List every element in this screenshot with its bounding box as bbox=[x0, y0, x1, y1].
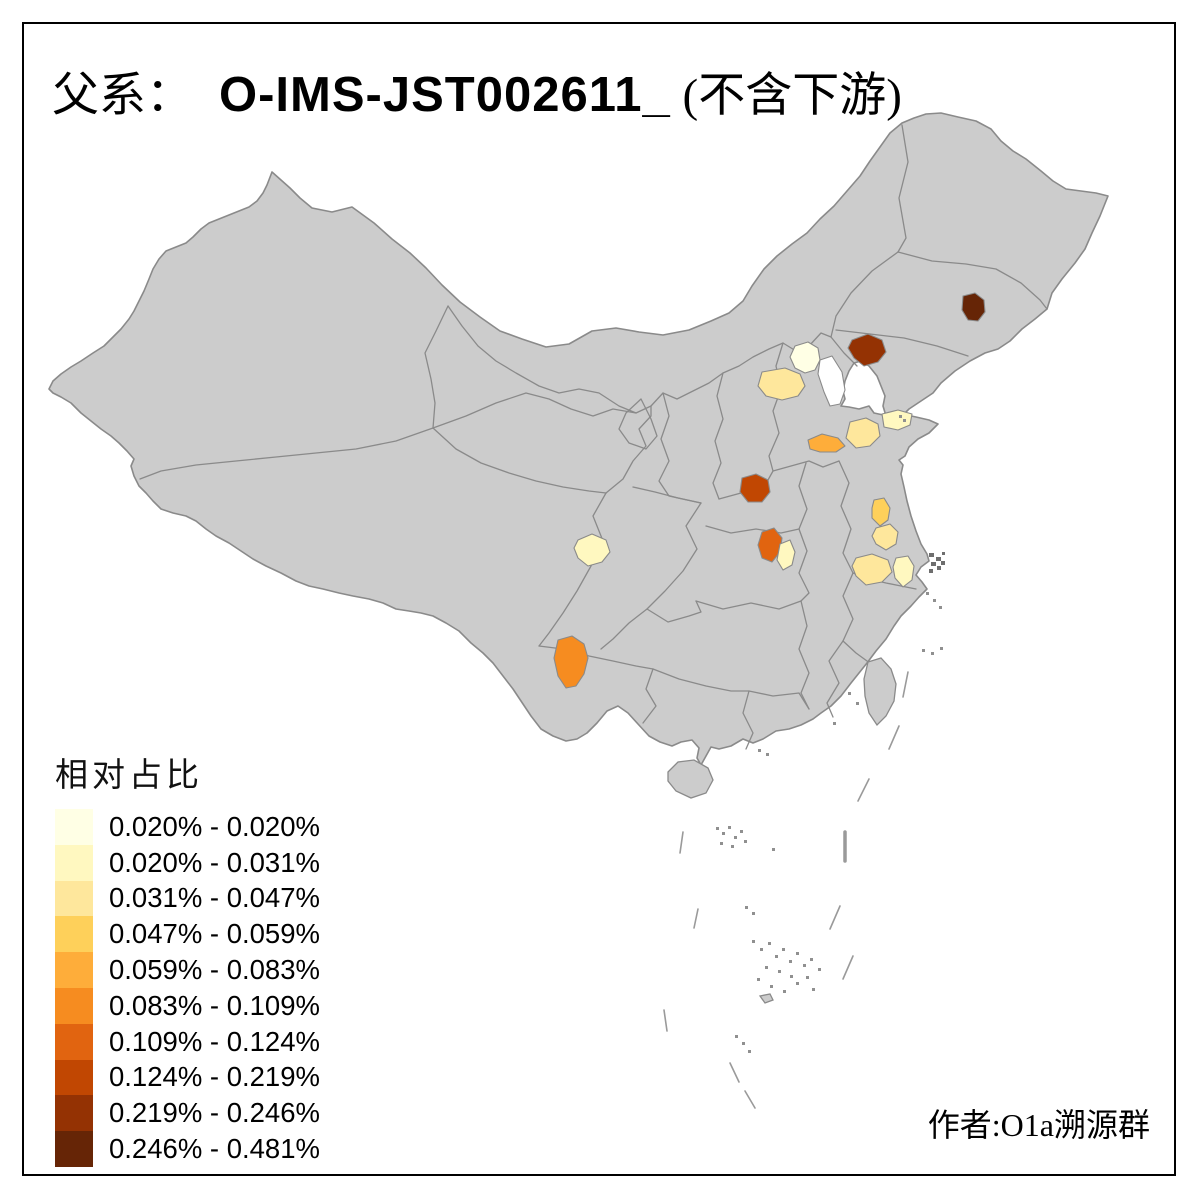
legend-range-label: 0.020% - 0.031% bbox=[109, 846, 320, 878]
legend-row: 0.219% - 0.246% bbox=[55, 1095, 320, 1132]
region-hubei-west bbox=[757, 527, 783, 563]
legend-swatch bbox=[55, 916, 93, 953]
region-sichuan-chengdu bbox=[573, 533, 611, 567]
region-zhejiang-north bbox=[892, 555, 915, 588]
map-legend: 相对占比 0.020% - 0.020% 0.020% - 0.031% 0.031… bbox=[55, 748, 320, 1167]
small-island bbox=[758, 993, 774, 1004]
region-jilin bbox=[961, 292, 986, 322]
legend-range-label: 0.124% - 0.219% bbox=[109, 1061, 320, 1093]
region-henan bbox=[739, 473, 771, 503]
legend-range-label: 0.083% - 0.109% bbox=[109, 989, 320, 1021]
region-yunnan-kunming bbox=[553, 635, 589, 689]
islands bbox=[667, 657, 897, 1004]
legend-swatch bbox=[55, 1059, 93, 1096]
legend-title: 相对占比 bbox=[55, 756, 203, 793]
hainan-island bbox=[667, 759, 714, 799]
title-prefix: 父系： bbox=[52, 70, 193, 122]
legend-row: 0.047% - 0.059% bbox=[55, 916, 320, 953]
legend-rows: 0.020% - 0.020% 0.020% - 0.031% 0.031% - 0… bbox=[55, 809, 320, 1167]
region-beijing bbox=[789, 341, 821, 374]
legend-swatch bbox=[55, 1023, 93, 1060]
legend-range-label: 0.059% - 0.083% bbox=[109, 954, 320, 986]
legend-swatch bbox=[55, 809, 93, 845]
title-haplogroup: O-IMS-JST002611_ bbox=[219, 68, 671, 122]
region-hubei-east bbox=[776, 539, 796, 571]
title-suffix: (不含下游) bbox=[670, 70, 902, 122]
legend-row: 0.109% - 0.124% bbox=[55, 1023, 320, 1060]
legend-row: 0.083% - 0.109% bbox=[55, 987, 320, 1024]
legend-row: 0.124% - 0.219% bbox=[55, 1059, 320, 1096]
legend-range-label: 0.109% - 0.124% bbox=[109, 1025, 320, 1057]
page-title: 父系： O-IMS-JST002611_ (不含下游) bbox=[52, 56, 902, 125]
legend-row: 0.020% - 0.020% bbox=[55, 809, 320, 845]
region-shandong-east bbox=[881, 409, 913, 431]
legend-range-label: 0.047% - 0.059% bbox=[109, 918, 320, 950]
author-credit: 作者:O1a溯源群 bbox=[927, 1107, 1150, 1143]
legend-row: 0.020% - 0.031% bbox=[55, 844, 320, 881]
region-shandong-jinan bbox=[845, 417, 881, 449]
legend-range-label: 0.219% - 0.246% bbox=[109, 1097, 320, 1129]
legend-range-label: 0.020% - 0.020% bbox=[109, 810, 320, 842]
region-jiangsu-north bbox=[871, 497, 891, 527]
legend-swatch bbox=[55, 1095, 93, 1132]
legend-row: 0.059% - 0.083% bbox=[55, 952, 320, 988]
legend-row: 0.031% - 0.047% bbox=[55, 880, 320, 917]
region-jiangsu-south bbox=[851, 553, 893, 586]
region-tianjin bbox=[817, 355, 846, 407]
legend-range-label: 0.246% - 0.481% bbox=[109, 1133, 320, 1165]
sea-boundary-dashes bbox=[663, 671, 909, 1109]
islet-specks bbox=[716, 415, 943, 1053]
taiwan-island bbox=[863, 657, 897, 727]
legend-swatch bbox=[55, 987, 93, 1024]
region-shandong-west bbox=[807, 433, 846, 453]
region-hebei-baoding bbox=[757, 367, 806, 401]
legend-range-label: 0.031% - 0.047% bbox=[109, 882, 320, 914]
mainland-outline bbox=[48, 112, 1109, 766]
region-jiangsu-mid bbox=[871, 523, 899, 551]
legend-row: 0.246% - 0.481% bbox=[55, 1131, 320, 1167]
legend-swatch bbox=[55, 844, 93, 881]
colored-regions bbox=[553, 292, 986, 689]
legend-swatch bbox=[55, 880, 93, 917]
legend-swatch bbox=[55, 952, 93, 988]
legend-swatch bbox=[55, 1131, 93, 1167]
shanghai-cluster bbox=[929, 552, 945, 573]
region-liaoning-shenyang bbox=[847, 333, 887, 367]
